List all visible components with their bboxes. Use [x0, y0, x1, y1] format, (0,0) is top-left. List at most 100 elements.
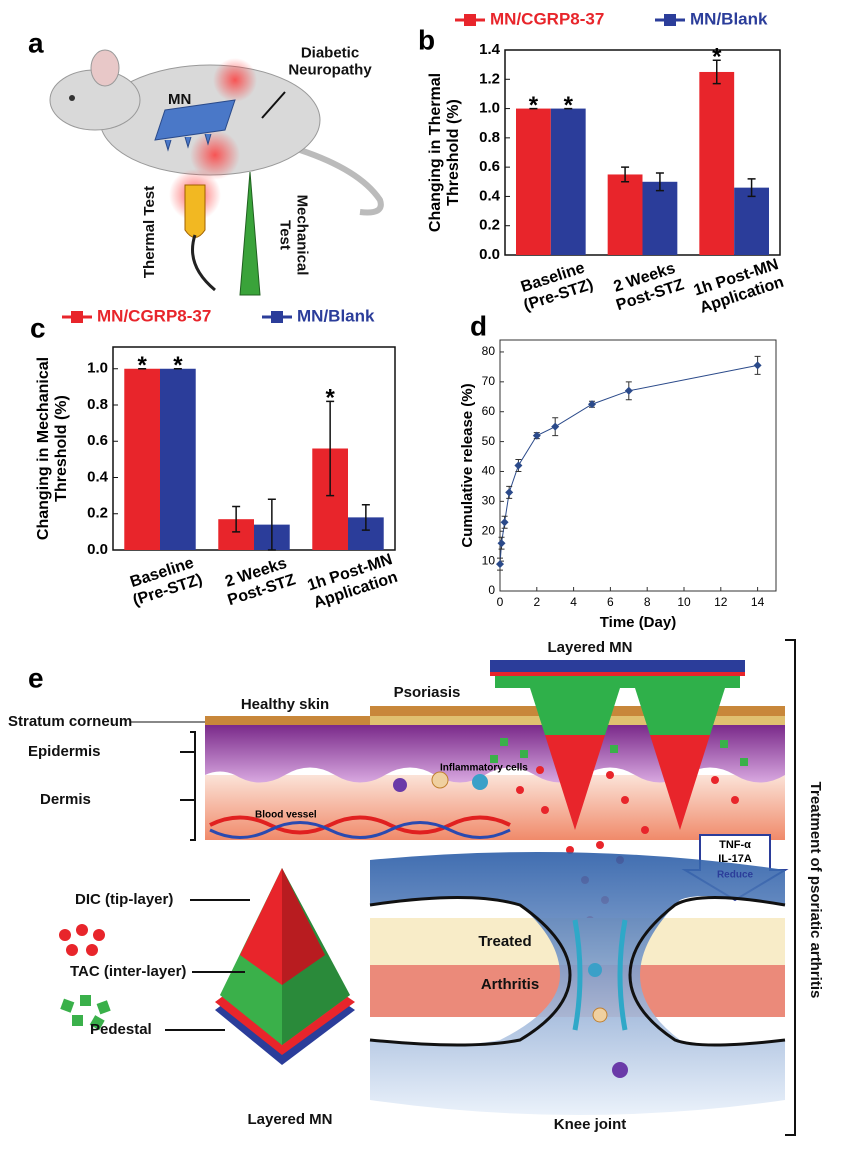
y-tick-label: 0.8 — [479, 129, 500, 146]
y-tick-label: 80 — [482, 344, 496, 358]
mouse-illustration — [49, 49, 384, 296]
label: MechanicalTest — [276, 195, 310, 276]
y-tick-label: 10 — [482, 553, 496, 567]
x-tick-label: 1h Post-MNApplication — [306, 551, 401, 612]
panel-label: c — [30, 312, 46, 343]
y-tick-label: 0.2 — [87, 505, 108, 522]
bar — [160, 368, 196, 550]
x-tick-label: 2 WeeksPost-STZ — [609, 259, 687, 314]
label: IL-17A — [718, 853, 752, 865]
x-tick-label: 2 WeeksPost-STZ — [220, 554, 298, 609]
x-tick-label: 6 — [607, 595, 614, 609]
bar — [607, 174, 643, 255]
error-bar — [232, 505, 241, 533]
y-tick-label: 0.6 — [479, 158, 500, 175]
bar — [734, 187, 769, 255]
legend-label: MN/CGRP8-37 — [490, 9, 604, 28]
bar — [699, 71, 735, 255]
y-tick-label: 30 — [482, 494, 496, 508]
data-point — [551, 422, 560, 431]
legend-label: MN/CGRP8-37 — [97, 306, 211, 325]
data-point — [753, 361, 762, 370]
data-point — [624, 386, 633, 395]
y-tick-label: 0.4 — [87, 468, 109, 485]
label: MN — [168, 91, 191, 108]
bar — [516, 108, 551, 255]
error-bar — [747, 178, 756, 198]
legend-swatch — [664, 14, 676, 26]
y-tick-label: 0.0 — [87, 541, 108, 558]
y-tick-label: 60 — [482, 404, 496, 418]
data-point — [496, 560, 504, 569]
label: Pedestal — [90, 1021, 152, 1038]
y-tick-label: 0.6 — [87, 432, 108, 449]
legend-swatch — [71, 311, 83, 323]
label: Thermal Test — [141, 186, 158, 278]
y-axis-label: Changing in MechanicalThreshold (%) — [35, 357, 70, 540]
label: Diabetic Neuropathy — [288, 44, 372, 78]
bar — [550, 108, 586, 255]
label: Dermis — [40, 791, 91, 808]
y-tick-label: 0 — [488, 583, 495, 597]
panel-label: b — [418, 24, 435, 55]
label: Arthritis — [481, 976, 539, 993]
annotation: * — [529, 92, 539, 119]
panel-label: a — [28, 27, 44, 58]
legend-label: MN/Blank — [297, 306, 375, 325]
data-point — [532, 431, 541, 440]
x-tick-label: 1h Post-MNApplication — [692, 256, 787, 317]
annotation: * — [564, 92, 574, 119]
label: Treated — [478, 933, 531, 950]
y-tick-label: 20 — [482, 523, 496, 537]
x-tick-label: 4 — [570, 595, 577, 609]
y-axis-label: Cumulative release (%) — [459, 383, 476, 547]
y-tick-label: 1.0 — [479, 100, 500, 117]
label: DIC (tip-layer) — [75, 891, 173, 908]
pyramid-illustration — [59, 868, 355, 1065]
annotation: * — [325, 385, 335, 412]
x-tick-label: 8 — [644, 595, 651, 609]
label: Blood vessel — [255, 810, 317, 821]
error-bar — [326, 400, 335, 497]
data-point — [497, 539, 506, 548]
data-point — [500, 518, 509, 527]
legend-label: MN/Blank — [690, 9, 768, 28]
y-tick-label: 40 — [482, 464, 496, 478]
x-tick-label: 12 — [714, 595, 728, 609]
label: Knee joint — [554, 1116, 627, 1133]
error-bar — [712, 59, 721, 85]
annotation: * — [173, 352, 183, 379]
legend-swatch — [464, 14, 476, 26]
legend-swatch — [271, 311, 283, 323]
annotation: * — [137, 352, 147, 379]
label: Layered MN — [247, 1111, 332, 1128]
y-tick-label: 70 — [482, 374, 496, 388]
x-tick-label: 2 — [533, 595, 540, 609]
label: TNF-α — [719, 839, 751, 851]
error-bar — [267, 498, 276, 551]
y-axis-label: Changing in ThermalThreshold (%) — [427, 73, 462, 232]
y-tick-label: 1.0 — [87, 360, 108, 377]
y-tick-label: 0.2 — [479, 217, 500, 234]
x-tick-label: 0 — [497, 595, 504, 609]
panel-label: d — [470, 310, 487, 341]
annotation: * — [712, 44, 722, 71]
y-tick-label: 0.4 — [479, 187, 501, 204]
x-tick-label: 10 — [677, 595, 691, 609]
label: Inflammatory cells — [440, 763, 528, 774]
data-point — [505, 488, 514, 497]
error-bar — [621, 166, 630, 183]
y-tick-label: 0.8 — [87, 396, 108, 413]
label: Stratum corneum — [8, 713, 132, 730]
label: Layered MN — [547, 639, 632, 656]
y-tick-label: 50 — [482, 434, 496, 448]
label: Reduce — [717, 870, 754, 881]
x-axis-label: Time (Day) — [600, 614, 676, 631]
x-tick-label: Baseline(Pre-STZ) — [516, 259, 595, 315]
plot-frame — [499, 339, 777, 592]
error-bar — [655, 172, 664, 192]
data-point — [514, 461, 523, 470]
knee-illustration — [369, 852, 786, 1115]
y-tick-label: 1.4 — [479, 41, 501, 58]
